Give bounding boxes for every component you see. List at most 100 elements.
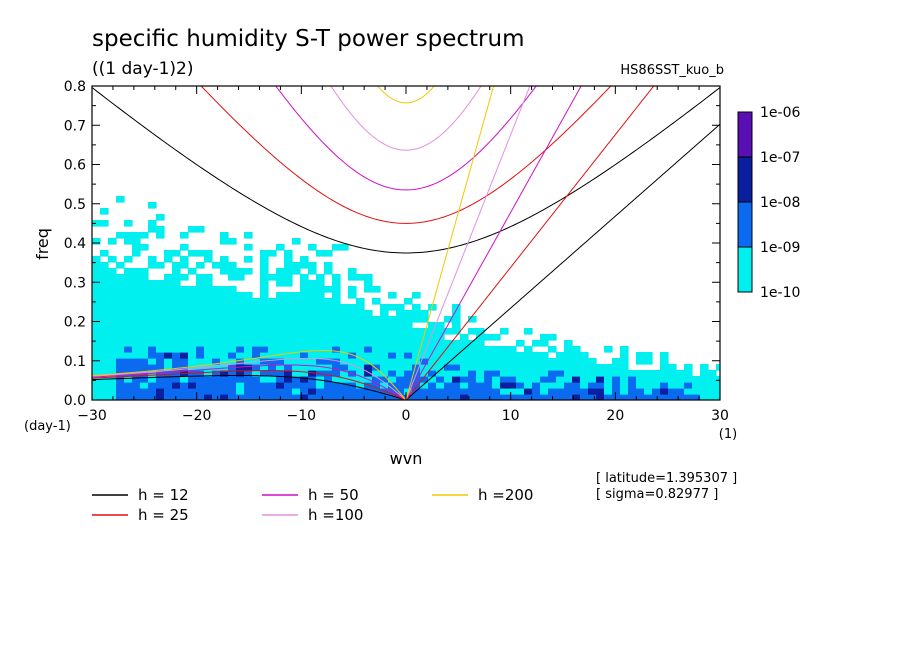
heatmap-cell xyxy=(652,394,661,400)
heatmap-cell xyxy=(268,274,277,281)
heatmap-cell xyxy=(468,376,477,383)
heatmap-cell xyxy=(116,352,125,359)
heatmap-cell xyxy=(556,382,565,389)
heatmap-cell xyxy=(460,340,469,347)
heatmap-cell xyxy=(444,316,453,323)
heatmap-cell xyxy=(100,292,109,299)
heatmap-cell xyxy=(292,322,301,329)
heatmap-cell xyxy=(148,202,157,209)
heatmap-cell xyxy=(684,376,693,383)
heatmap-cell xyxy=(348,322,357,329)
run-label: HS86SST_kuo_b xyxy=(620,63,724,78)
heatmap-cell xyxy=(140,346,149,353)
heatmap-cell xyxy=(276,364,285,371)
heatmap-cell xyxy=(228,286,237,293)
heatmap-cell xyxy=(268,364,277,371)
heatmap-cell xyxy=(700,370,709,377)
heatmap-cell xyxy=(180,394,189,400)
heatmap-cell xyxy=(156,280,165,287)
heatmap-cell xyxy=(436,328,445,335)
y-tick-label: 0.4 xyxy=(64,236,86,252)
heatmap-cell xyxy=(276,322,285,329)
heatmap-cell xyxy=(412,394,421,400)
heatmap-cell xyxy=(204,292,213,299)
heatmap-cell xyxy=(452,340,461,347)
heatmap-cell xyxy=(428,394,437,400)
heatmap-cell xyxy=(484,334,493,341)
heatmap-cell xyxy=(356,376,365,383)
heatmap-cell xyxy=(220,328,229,335)
heatmap-cell xyxy=(212,334,221,341)
heatmap-cell xyxy=(316,322,325,329)
heatmap-cell xyxy=(428,358,437,365)
heatmap-cell xyxy=(204,370,213,377)
heatmap-cell xyxy=(388,334,397,341)
heatmap-cell xyxy=(516,376,525,383)
heatmap-cell xyxy=(156,286,165,293)
heatmap-cell xyxy=(316,250,325,257)
heatmap-cell xyxy=(124,364,133,371)
heatmap-cell xyxy=(564,346,573,353)
heatmap-cell xyxy=(348,394,357,400)
heatmap-cell xyxy=(332,244,341,251)
heatmap-cell xyxy=(628,394,637,400)
heatmap-cell xyxy=(476,370,485,377)
heatmap-cell xyxy=(460,358,469,365)
heatmap-cell xyxy=(204,340,213,347)
heatmap-cell xyxy=(116,280,125,287)
heatmap-cell xyxy=(556,358,565,365)
heatmap-cell xyxy=(476,346,485,353)
heatmap-cell xyxy=(140,268,149,275)
heatmap-cell xyxy=(700,388,709,395)
heatmap-cell xyxy=(100,334,109,341)
heatmap-cell xyxy=(660,382,669,389)
heatmap-cell xyxy=(364,316,373,323)
heatmap-cell xyxy=(260,304,269,311)
heatmap-cell xyxy=(660,364,669,371)
heatmap-cell xyxy=(300,382,309,389)
heatmap-cell xyxy=(436,394,445,400)
heatmap-cell xyxy=(252,382,261,389)
heatmap-cell xyxy=(660,376,669,383)
heatmap-cell xyxy=(260,262,269,269)
heatmap-cell xyxy=(252,298,261,305)
heatmap-cell xyxy=(132,328,141,335)
heatmap-cell xyxy=(396,382,405,389)
heatmap-cell xyxy=(244,364,253,371)
heatmap-cell xyxy=(356,388,365,395)
heatmap-cell xyxy=(420,352,429,359)
y-tick-label: 0.1 xyxy=(64,354,86,370)
heatmap-cell xyxy=(236,376,245,383)
heatmap-cell xyxy=(148,226,157,233)
heatmap-cell xyxy=(108,322,117,329)
heatmap-cell xyxy=(468,358,477,365)
heatmap-cell xyxy=(428,334,437,341)
heatmap-cell xyxy=(316,274,325,281)
heatmap-cell xyxy=(492,352,501,359)
heatmap-cell xyxy=(268,370,277,377)
heatmap-cell xyxy=(220,256,229,263)
heatmap-cell xyxy=(300,346,309,353)
heatmap-cell xyxy=(372,370,381,377)
heatmap-cell xyxy=(260,274,269,281)
heatmap-cell xyxy=(156,376,165,383)
heatmap-cell xyxy=(404,382,413,389)
heatmap-cell xyxy=(148,220,157,227)
heatmap-cell xyxy=(324,268,333,275)
heatmap-cell xyxy=(172,274,181,281)
heatmap-cell xyxy=(292,298,301,305)
heatmap-cell xyxy=(180,274,189,281)
heatmap-cell xyxy=(300,358,309,365)
heatmap-cell xyxy=(124,310,133,317)
heatmap-cell xyxy=(468,340,477,347)
heatmap-cell xyxy=(324,388,333,395)
heatmap-cell xyxy=(420,388,429,395)
heatmap-cell xyxy=(228,316,237,323)
heatmap-cell xyxy=(444,382,453,389)
heatmap-cell xyxy=(196,328,205,335)
heatmap-cell xyxy=(364,310,373,317)
heatmap-cell xyxy=(100,388,109,395)
heatmap-cell xyxy=(364,286,373,293)
heatmap-cell xyxy=(540,352,549,359)
heatmap-cell xyxy=(572,376,581,383)
